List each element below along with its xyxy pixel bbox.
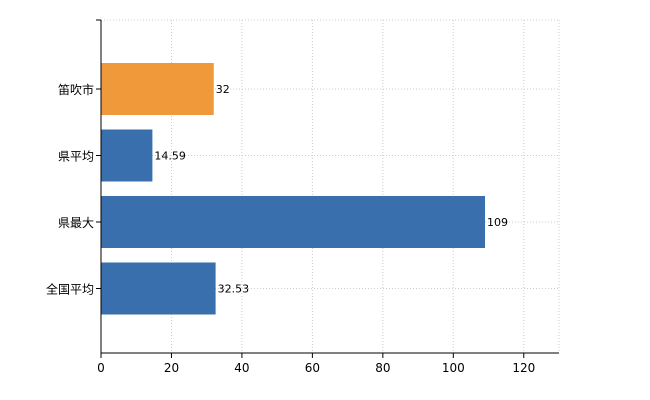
bar — [101, 196, 486, 248]
x-tick-label: 0 — [97, 361, 105, 375]
y-category-label: 全国平均 — [46, 282, 94, 297]
bar-value-label: 14.59 — [154, 150, 186, 163]
bar-value-label: 32 — [216, 83, 230, 96]
x-tick-label: 100 — [442, 361, 465, 375]
x-tick-label: 120 — [512, 361, 535, 375]
x-tick-label: 20 — [164, 361, 179, 375]
bar-value-label: 109 — [487, 216, 508, 229]
bar-value-label: 32.53 — [218, 283, 250, 296]
x-tick-label: 40 — [234, 361, 249, 375]
y-category-label: 笛吹市 — [58, 82, 94, 97]
bars: 32 14.59 109 32.53 — [101, 63, 508, 315]
y-category-label: 県最大 — [58, 216, 94, 230]
y-category-label: 県平均 — [58, 150, 94, 164]
bar — [101, 262, 216, 315]
x-tick-label: 80 — [375, 361, 390, 375]
x-tick-label: 60 — [305, 361, 320, 375]
bar — [101, 129, 153, 182]
bar — [101, 63, 214, 115]
